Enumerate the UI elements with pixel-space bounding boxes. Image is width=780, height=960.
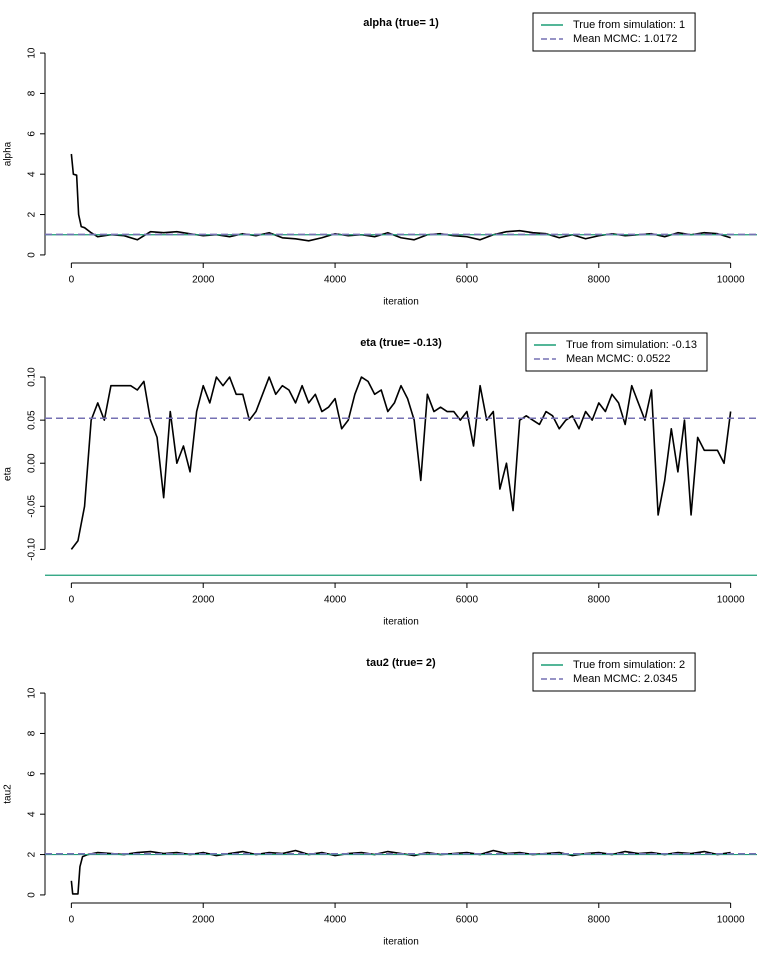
y-tick-label: 10 [27, 47, 38, 59]
legend-label: Mean MCMC: 0.0522 [566, 353, 671, 365]
legend-label: Mean MCMC: 1.0172 [573, 33, 678, 45]
y-tick-label: 0.05 [27, 410, 38, 430]
y-tick-label: 2 [27, 211, 38, 217]
legend-box [525, 332, 708, 372]
x-tick-label: 0 [69, 595, 75, 606]
y-tick-label: 6 [27, 131, 38, 137]
x-tick-label: 6000 [456, 275, 479, 286]
legend-label: True from simulation: 2 [573, 659, 685, 671]
y-tick-label: 10 [27, 687, 38, 699]
y-tick-label: 0 [27, 892, 38, 898]
y-tick-label: 2 [27, 851, 38, 857]
x-tick-label: 4000 [324, 275, 347, 286]
legend-box [532, 652, 696, 692]
y-tick-label: 4 [27, 811, 38, 817]
y-tick-label: 0 [27, 252, 38, 258]
x-tick-label: 2000 [192, 275, 215, 286]
chart-title: tau2 (true= 2) [366, 657, 436, 669]
x-tick-label: 6000 [456, 595, 479, 606]
x-axis-label: iteration [383, 297, 419, 308]
x-tick-label: 0 [69, 915, 75, 926]
trace-line [70, 153, 731, 242]
chart-title: alpha (true= 1) [363, 17, 439, 29]
x-tick-label: 4000 [324, 915, 347, 926]
x-tick-label: 0 [69, 275, 75, 286]
y-tick-label: 0.10 [27, 367, 38, 387]
legend-label: Mean MCMC: 2.0345 [573, 673, 678, 685]
x-axis-label: iteration [383, 617, 419, 628]
trace-line [70, 376, 732, 550]
x-tick-label: 8000 [588, 275, 611, 286]
y-axis-label: eta [3, 467, 14, 481]
legend-label: True from simulation: -0.13 [566, 339, 697, 351]
y-tick-label: 8 [27, 90, 38, 96]
x-tick-label: 6000 [456, 915, 479, 926]
x-tick-label: 8000 [588, 915, 611, 926]
y-tick-label: -0.10 [27, 538, 38, 561]
y-axis-label: tau2 [3, 784, 14, 804]
x-tick-label: 8000 [588, 595, 611, 606]
legend-box [532, 12, 696, 52]
x-tick-label: 4000 [324, 595, 347, 606]
y-tick-label: 6 [27, 771, 38, 777]
y-tick-label: -0.05 [27, 494, 38, 517]
x-tick-label: 2000 [192, 595, 215, 606]
x-tick-label: 10000 [717, 915, 745, 926]
x-tick-label: 10000 [717, 595, 745, 606]
trace-line [70, 849, 731, 895]
x-tick-label: 10000 [717, 275, 745, 286]
y-axis-label: alpha [3, 141, 14, 166]
y-tick-label: 8 [27, 730, 38, 736]
x-tick-label: 2000 [192, 915, 215, 926]
chart-title: eta (true= -0.13) [360, 337, 442, 349]
y-tick-label: 4 [27, 171, 38, 177]
x-axis-label: iteration [383, 937, 419, 948]
legend-label: True from simulation: 1 [573, 19, 685, 31]
y-tick-label: 0.00 [27, 453, 38, 473]
